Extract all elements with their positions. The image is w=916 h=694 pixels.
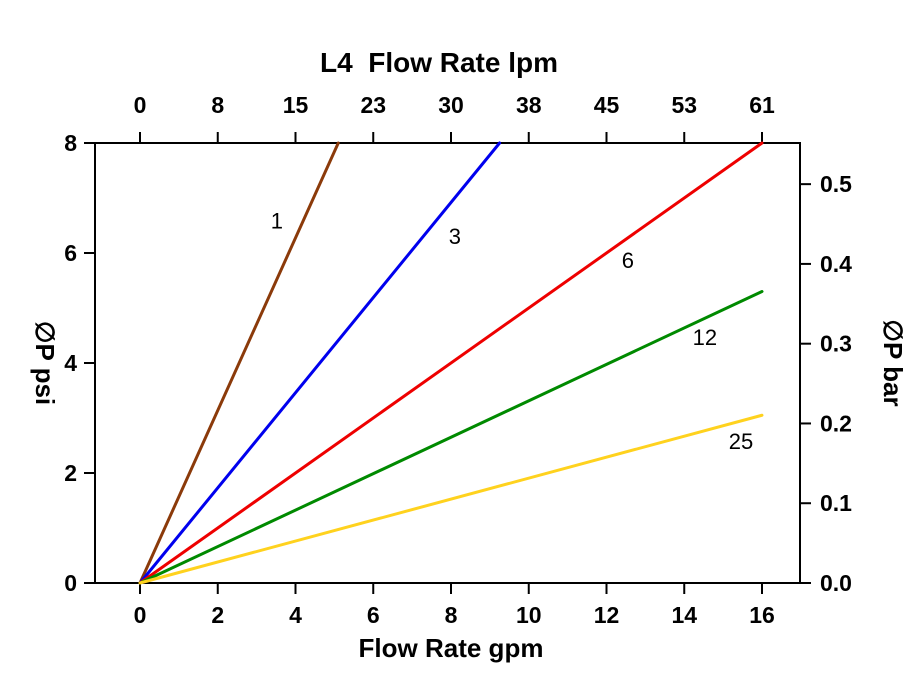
x-tick-label-bottom: 10 [516,602,542,628]
y-axis-label-left: ∅P psi [30,321,60,405]
x-tick-label-bottom: 6 [367,602,380,628]
x-tick-label-top: 61 [749,92,775,118]
x-tick-label-top: 15 [283,92,309,118]
y-tick-label-left: 8 [64,130,77,156]
x-tick-label-bottom: 2 [211,602,224,628]
series-line-1 [138,141,340,585]
chart-title: L4 Flow Rate lpm [320,47,558,78]
y-axis-label-right: ∅P bar [878,319,908,406]
x-tick-label-top: 23 [360,92,386,118]
x-tick-label-bottom: 14 [671,602,697,628]
y-tick-label-left: 6 [64,240,77,266]
x-tick-label-top: 8 [211,92,224,118]
x-tick-label-top: 38 [516,92,542,118]
y-tick-label-left: 0 [64,570,77,596]
x-tick-label-top: 0 [134,92,147,118]
x-tick-label-top: 53 [671,92,697,118]
series-label-3: 3 [449,224,461,249]
x-tick-label-bottom: 4 [289,602,302,628]
y-tick-label-right: 0.0 [820,570,852,596]
x-axis-label: Flow Rate gpm [359,633,544,663]
y-tick-label-right: 0.5 [820,171,852,197]
x-tick-label-top: 30 [438,92,464,118]
series-line-12 [138,290,764,585]
x-tick-label-bottom: 16 [749,602,775,628]
series-label-1: 1 [271,208,283,233]
series-line-3 [138,141,502,585]
x-tick-label-bottom: 0 [134,602,147,628]
x-tick-label-bottom: 8 [445,602,458,628]
series-label-25: 25 [729,429,753,454]
x-tick-label-bottom: 12 [594,602,620,628]
series-label-6: 6 [622,248,634,273]
y-tick-label-left: 2 [64,460,77,486]
y-tick-label-right: 0.4 [820,251,852,277]
y-tick-label-left: 4 [64,350,77,376]
y-tick-label-right: 0.1 [820,490,852,516]
x-tick-label-top: 45 [594,92,620,118]
series-line-25 [138,413,764,585]
y-tick-label-right: 0.2 [820,410,852,436]
series-line-6 [138,141,764,585]
y-tick-label-right: 0.3 [820,331,852,357]
series-label-12: 12 [693,325,717,350]
